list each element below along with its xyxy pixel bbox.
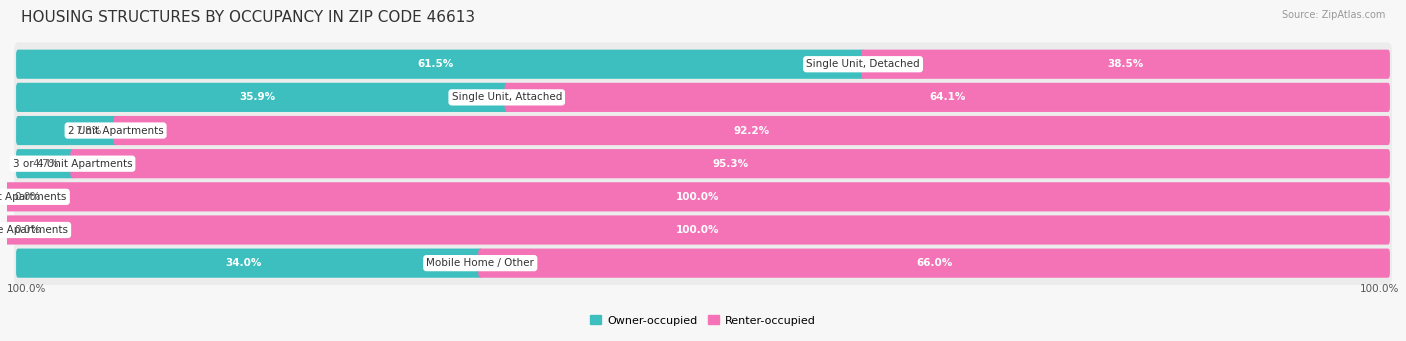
Text: 7.8%: 7.8% bbox=[75, 125, 101, 135]
FancyBboxPatch shape bbox=[14, 142, 1392, 186]
FancyBboxPatch shape bbox=[14, 208, 1392, 252]
Text: 0.0%: 0.0% bbox=[14, 225, 41, 235]
FancyBboxPatch shape bbox=[15, 83, 509, 112]
Text: 34.0%: 34.0% bbox=[225, 258, 262, 268]
Text: Source: ZipAtlas.com: Source: ZipAtlas.com bbox=[1281, 10, 1385, 20]
Text: Mobile Home / Other: Mobile Home / Other bbox=[426, 258, 534, 268]
Text: 92.2%: 92.2% bbox=[734, 125, 769, 135]
Text: 100.0%: 100.0% bbox=[1360, 284, 1399, 294]
FancyBboxPatch shape bbox=[14, 241, 1392, 285]
FancyBboxPatch shape bbox=[505, 83, 1391, 112]
Text: 64.1%: 64.1% bbox=[929, 92, 966, 102]
Text: 100.0%: 100.0% bbox=[676, 225, 720, 235]
FancyBboxPatch shape bbox=[15, 149, 75, 178]
Text: 2 Unit Apartments: 2 Unit Apartments bbox=[67, 125, 163, 135]
Text: 100.0%: 100.0% bbox=[7, 284, 46, 294]
FancyBboxPatch shape bbox=[15, 249, 482, 278]
Text: 10 or more Apartments: 10 or more Apartments bbox=[0, 225, 67, 235]
Text: 66.0%: 66.0% bbox=[915, 258, 952, 268]
FancyBboxPatch shape bbox=[14, 42, 1392, 86]
Legend: Owner-occupied, Renter-occupied: Owner-occupied, Renter-occupied bbox=[586, 311, 820, 330]
FancyBboxPatch shape bbox=[6, 182, 1391, 211]
FancyBboxPatch shape bbox=[14, 175, 1392, 219]
Text: Single Unit, Attached: Single Unit, Attached bbox=[451, 92, 562, 102]
FancyBboxPatch shape bbox=[15, 116, 118, 145]
FancyBboxPatch shape bbox=[6, 216, 1391, 244]
Text: 95.3%: 95.3% bbox=[711, 159, 748, 169]
Text: Single Unit, Detached: Single Unit, Detached bbox=[806, 59, 920, 69]
Text: 3 or 4 Unit Apartments: 3 or 4 Unit Apartments bbox=[13, 159, 132, 169]
Text: 61.5%: 61.5% bbox=[418, 59, 453, 69]
Text: 38.5%: 38.5% bbox=[1108, 59, 1143, 69]
Text: HOUSING STRUCTURES BY OCCUPANCY IN ZIP CODE 46613: HOUSING STRUCTURES BY OCCUPANCY IN ZIP C… bbox=[21, 10, 475, 25]
Text: 100.0%: 100.0% bbox=[676, 192, 720, 202]
Text: 4.7%: 4.7% bbox=[32, 159, 59, 169]
FancyBboxPatch shape bbox=[14, 75, 1392, 119]
FancyBboxPatch shape bbox=[114, 116, 1391, 145]
FancyBboxPatch shape bbox=[14, 109, 1392, 152]
Text: 5 to 9 Unit Apartments: 5 to 9 Unit Apartments bbox=[0, 192, 66, 202]
Text: 35.9%: 35.9% bbox=[239, 92, 276, 102]
FancyBboxPatch shape bbox=[70, 149, 1391, 178]
FancyBboxPatch shape bbox=[478, 249, 1391, 278]
Text: 0.0%: 0.0% bbox=[14, 192, 41, 202]
FancyBboxPatch shape bbox=[860, 50, 1391, 79]
FancyBboxPatch shape bbox=[15, 50, 865, 79]
